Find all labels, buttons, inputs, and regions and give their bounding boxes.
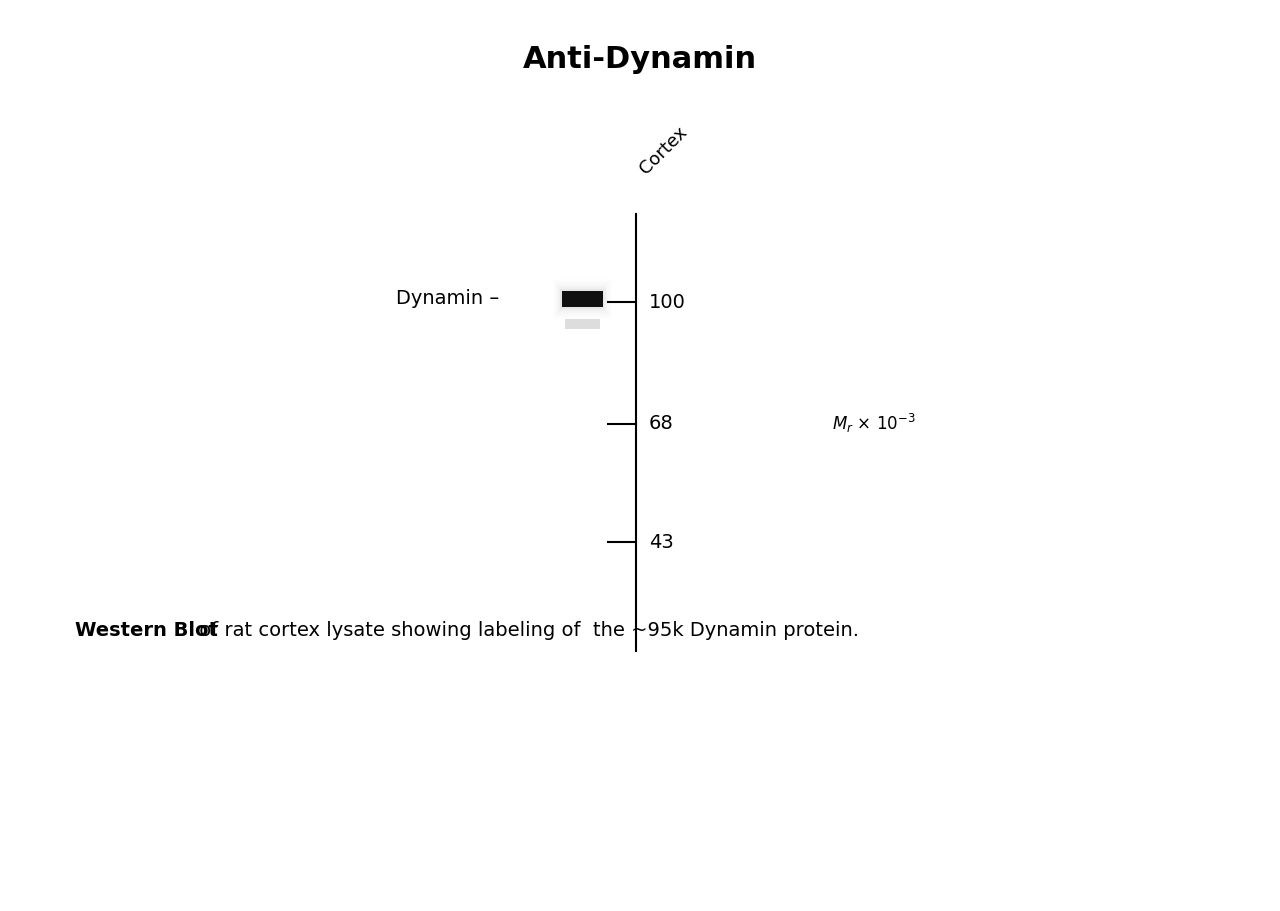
Text: Cortex: Cortex [636, 123, 691, 178]
Text: Western Blot: Western Blot [76, 620, 218, 640]
Bar [559, 287, 605, 311]
Text: 68: 68 [649, 415, 673, 433]
Text: of rat cortex lysate showing labeling of  the ~95k Dynamin protein.: of rat cortex lysate showing labeling of… [193, 620, 859, 640]
Text: 100: 100 [649, 293, 686, 312]
Bar [562, 291, 603, 307]
Text: $M_r$ $\times$ $10^{-3}$: $M_r$ $\times$ $10^{-3}$ [832, 412, 915, 435]
Text: Anti-Dynamin: Anti-Dynamin [524, 45, 756, 74]
Bar [554, 281, 611, 317]
Bar [553, 279, 612, 319]
Text: Dynamin –: Dynamin – [396, 290, 499, 308]
Bar [564, 319, 600, 329]
Bar [561, 289, 604, 309]
Text: 43: 43 [649, 533, 673, 551]
Bar [556, 282, 609, 315]
Bar [557, 284, 608, 313]
